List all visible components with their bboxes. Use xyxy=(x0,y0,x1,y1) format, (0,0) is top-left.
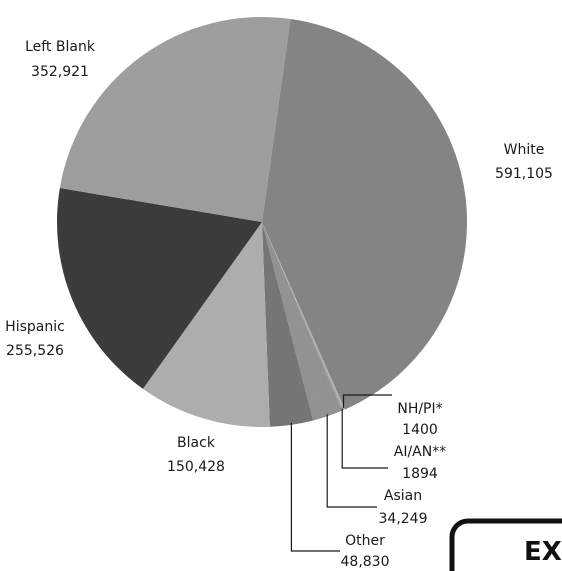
pie-slice-ai-an xyxy=(262,222,344,411)
slice-label-hispanic: Hispanic xyxy=(5,319,65,335)
slice-label-aian: AI/AN** xyxy=(394,444,446,460)
slice-value-asian: 34,249 xyxy=(379,511,428,527)
pie-slice-hispanic xyxy=(57,188,262,389)
pie-slice-white xyxy=(262,19,468,410)
pie-slices xyxy=(57,17,468,428)
pie-slice-left-blank xyxy=(59,17,291,223)
slice-value-left-blank: 352,921 xyxy=(31,64,89,80)
leader-lines xyxy=(290,394,392,552)
leader-line-asian xyxy=(326,414,377,508)
corner-box-frame xyxy=(449,518,562,571)
slice-value-other: 48,830 xyxy=(341,554,390,570)
slice-value-aian: 1894 xyxy=(402,466,438,482)
corner-box-text: EX xyxy=(524,537,562,567)
slice-value-hispanic: 255,526 xyxy=(6,343,64,359)
slice-label-white: White xyxy=(504,142,545,158)
corner-box: EX xyxy=(449,518,562,571)
leader-line-nh-pi xyxy=(342,394,392,408)
slice-value-nhpi: 1400 xyxy=(402,422,438,438)
slice-label-black: Black xyxy=(177,435,216,451)
slice-label-nhpi: NH/PI* xyxy=(397,401,442,417)
leader-line-ai-an xyxy=(341,408,388,469)
pie-slice-black xyxy=(142,222,270,428)
slice-label-asian: Asian xyxy=(384,488,422,504)
slice-value-black: 150,428 xyxy=(167,459,225,475)
pie-slice-asian xyxy=(262,222,343,421)
slice-value-white: 591,105 xyxy=(495,166,553,182)
slice-label-left-blank: Left Blank xyxy=(25,39,96,55)
leader-line-other xyxy=(290,422,340,552)
slice-label-other: Other xyxy=(345,533,385,549)
pie-slice-other xyxy=(262,222,314,427)
pie-slice-nh-pi xyxy=(262,222,345,410)
